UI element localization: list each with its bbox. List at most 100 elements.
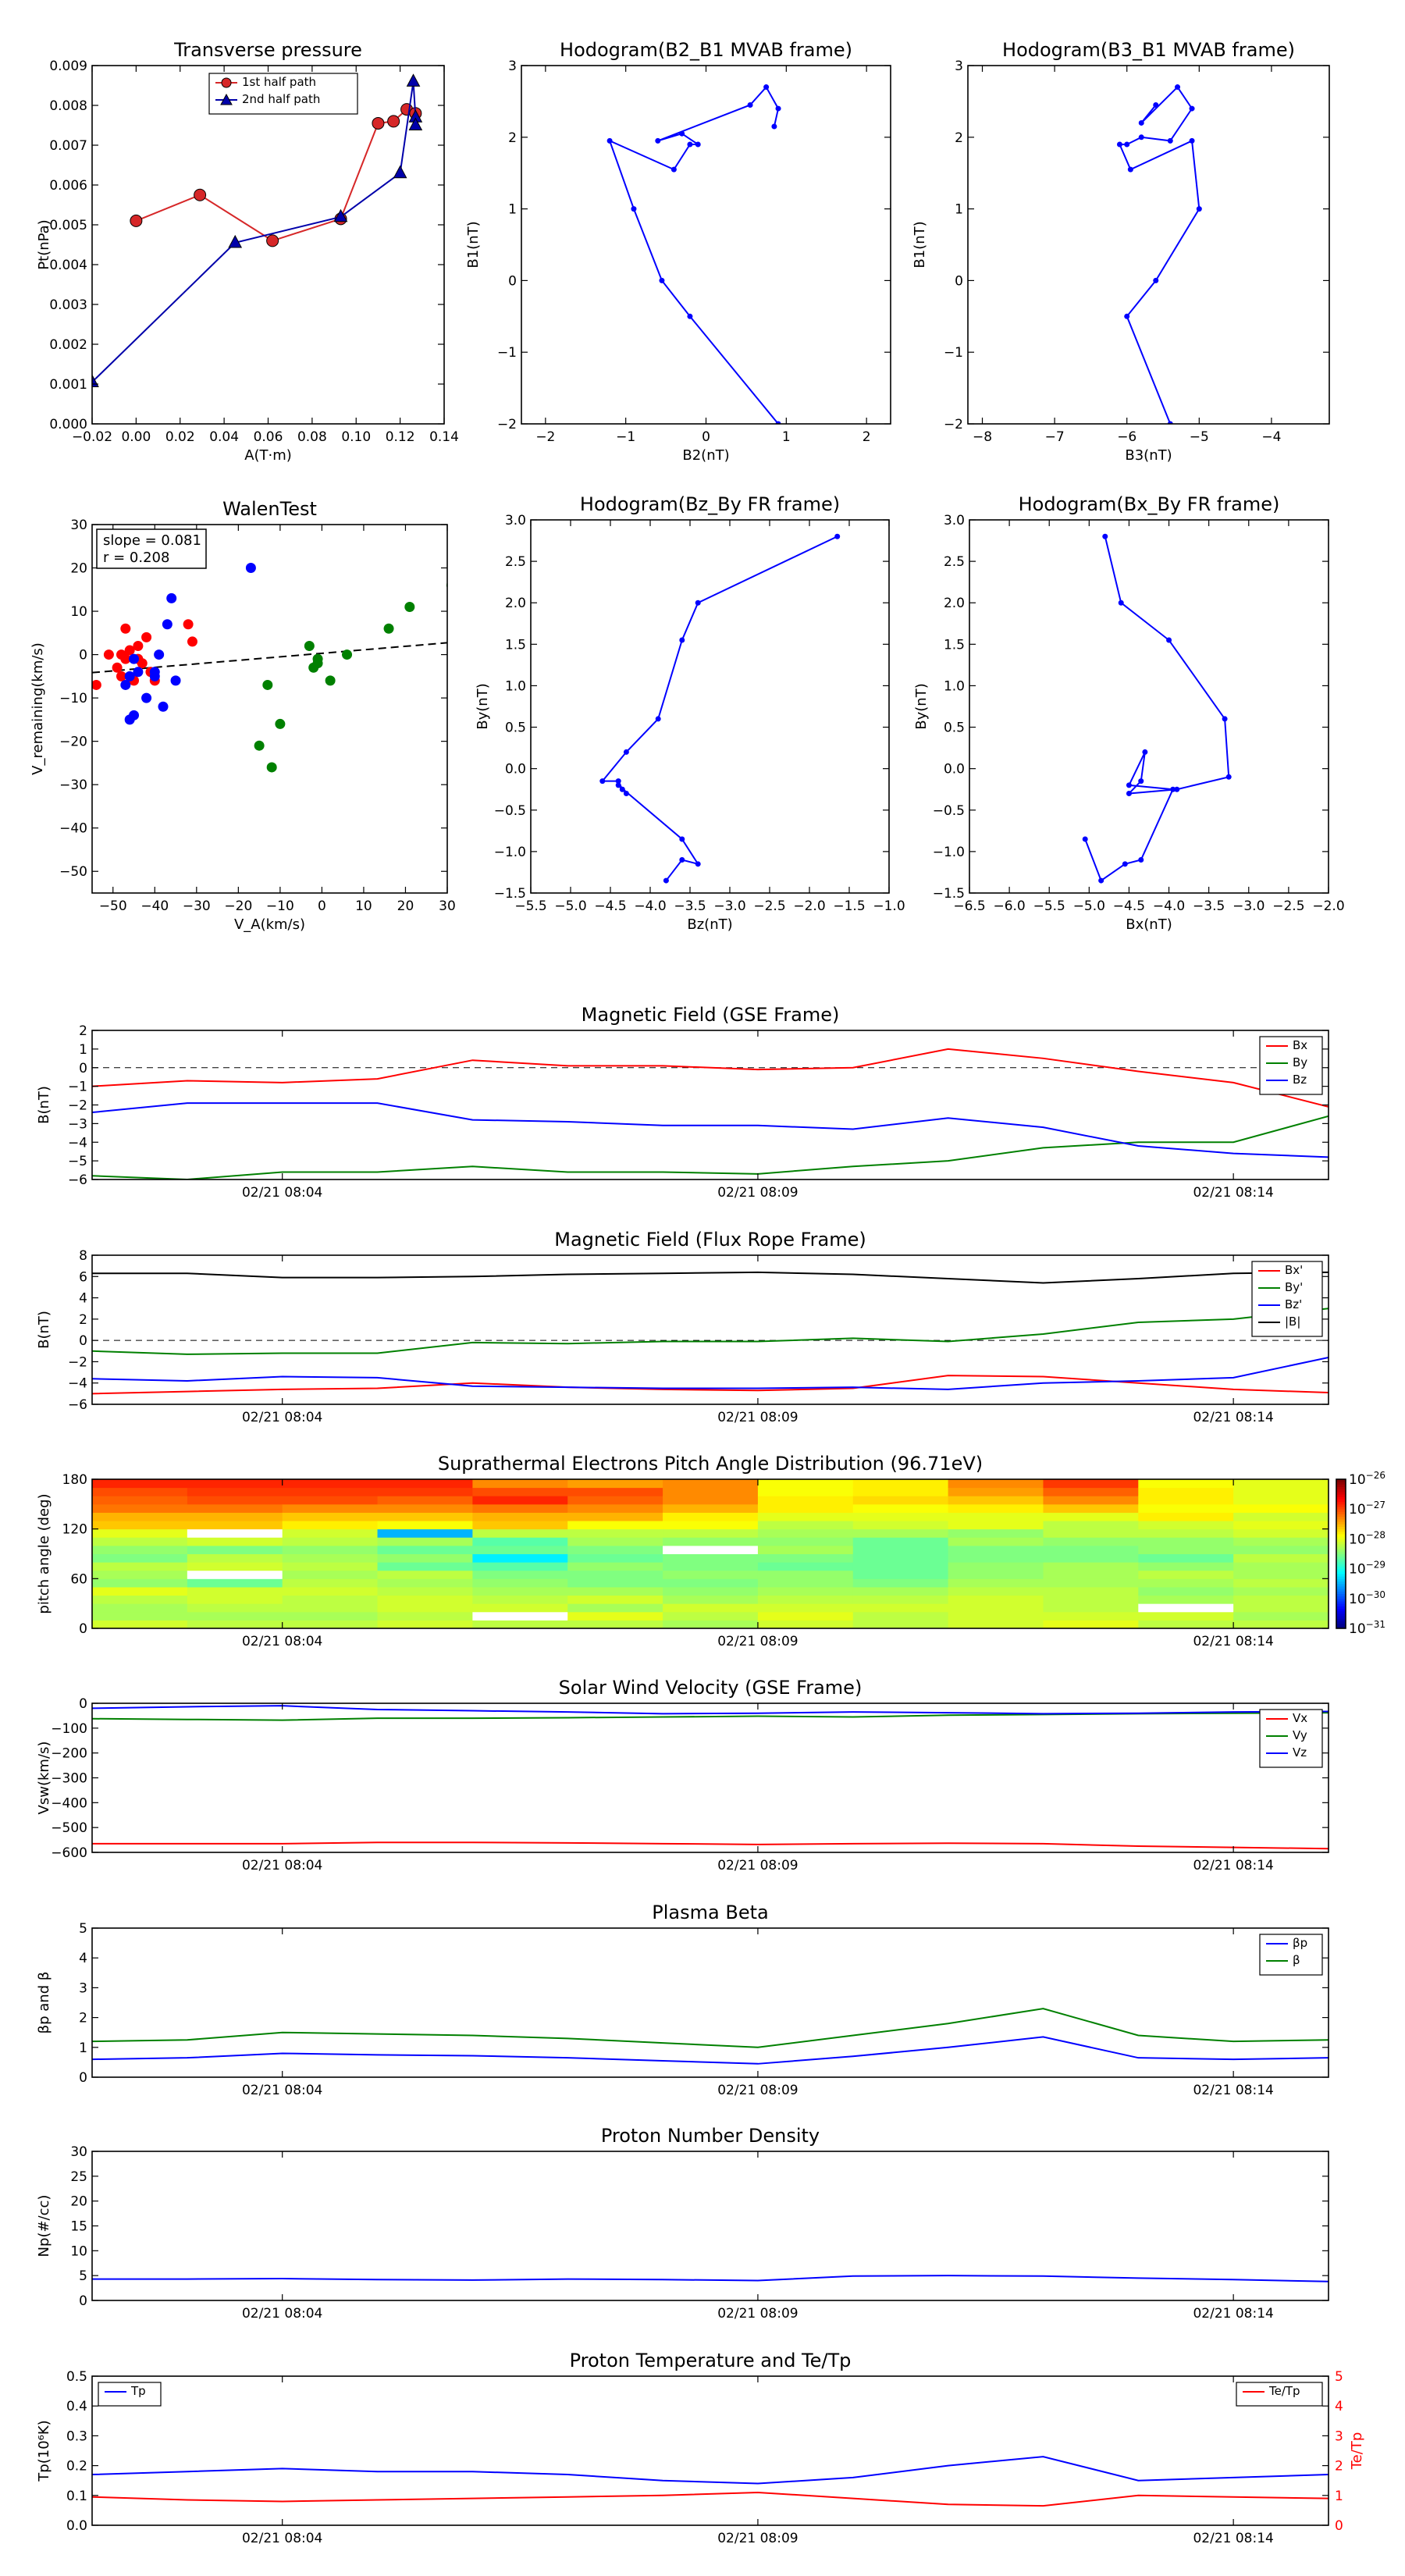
heatmap-cell (282, 1528, 379, 1538)
y-axis-label: βp and β (36, 1972, 52, 2034)
x-tick-label: 02/21 08:09 (717, 2083, 798, 2098)
series-line-0 (92, 2275, 1329, 2282)
chart-pad: Suprathermal Electrons Pitch Angle Distr… (36, 1453, 1385, 1649)
colorbar-tick-label: 10−31 (1349, 1619, 1385, 1637)
data-point (687, 141, 693, 148)
heatmap-cell (852, 1562, 949, 1571)
heatmap-cell (282, 1545, 379, 1554)
y-axis-label: Tp(10⁶K) (36, 2420, 52, 2482)
heatmap-cell (663, 1537, 759, 1546)
heatmap-cell (377, 1521, 473, 1530)
y-tick-label: 2.5 (944, 554, 965, 570)
heatmap-cell (852, 1570, 949, 1579)
y-tick-label: 0.5 (66, 2369, 87, 2385)
x-tick-label: −1.5 (833, 898, 865, 914)
x-tick-label: −1 (616, 429, 635, 445)
x-axis-label: B2(nT) (682, 447, 729, 464)
heatmap-cell (567, 1537, 663, 1546)
data-point (120, 623, 131, 634)
heatmap-cell (472, 1595, 568, 1604)
y-tick-label: 1.5 (505, 637, 526, 653)
data-point (1138, 778, 1144, 785)
x-tick-label: 02/21 08:14 (1193, 1858, 1273, 1873)
series-line-0 (600, 535, 838, 881)
heatmap-cell (92, 1521, 188, 1530)
heatmap-cell (92, 1496, 188, 1505)
chart-hodo_b3_b1: Hodogram(B3_B1 MVAB frame) −8 −7 −6 −5 −4 −2 −1… (912, 39, 1330, 464)
y-tick-label: 10 (70, 604, 87, 620)
data-point (275, 718, 286, 729)
plot-area (606, 84, 781, 424)
y-tick-label: 20 (70, 561, 87, 577)
heatmap-cell (757, 1503, 854, 1513)
x-tick-label: 02/21 08:09 (717, 2306, 798, 2322)
x-axis-label: A(T·m) (244, 447, 292, 464)
heatmap-cell (187, 1496, 283, 1505)
y-tick-label: 2 (79, 1023, 87, 1039)
heatmap-cell (948, 1603, 1044, 1613)
heatmap-cell (1138, 1512, 1234, 1521)
heatmap-cell (1043, 1521, 1139, 1530)
plot-frame (91, 1703, 1329, 1853)
y-tick-label: −600 (51, 1845, 87, 1861)
heatmap-cell (377, 1545, 473, 1554)
data-point (141, 692, 152, 703)
y-tick-label: −30 (59, 777, 87, 793)
heatmap-cell (567, 1521, 663, 1530)
heatmap-cell (757, 1521, 854, 1530)
data-point (1170, 786, 1176, 792)
data-point (834, 533, 841, 539)
y-tick-label: 0.003 (49, 297, 87, 313)
data-point (1222, 716, 1228, 722)
heatmap-cell (1043, 1503, 1139, 1513)
heatmap-cell (948, 1578, 1044, 1588)
legend-box (1236, 2382, 1323, 2407)
heatmap-cell (282, 1562, 379, 1571)
plot-area (92, 1271, 1329, 1395)
annotation-box (96, 528, 207, 569)
y-tick-label: 8 (79, 1248, 87, 1264)
heatmap-cell (377, 1562, 473, 1571)
heatmap-cell (377, 1603, 473, 1613)
plot-area (92, 2275, 1329, 2282)
heatmap-cell (377, 1595, 473, 1604)
heatmap-cell (948, 1512, 1044, 1521)
heatmap-cell (472, 1545, 568, 1554)
y-tick-label: 6 (79, 1269, 87, 1285)
y-tick-label: 1.5 (944, 637, 965, 653)
plot-frame (91, 524, 448, 894)
heatmap-cell (282, 1620, 379, 1628)
heatmap-cell (1233, 1562, 1329, 1571)
heatmap-cell (757, 1528, 854, 1538)
heatmap-cell (1043, 1528, 1139, 1538)
y-right-axis-label: Te/Tp (1349, 2432, 1365, 2471)
y-tick-label: −40 (59, 821, 87, 837)
colorbar-segment (1336, 1616, 1346, 1619)
y-tick-label: 0 (79, 2293, 87, 2309)
heatmap-cell (377, 1496, 473, 1505)
y-tick-label: 1.0 (944, 678, 965, 694)
data-point (695, 600, 701, 606)
y-axis-label: B1(nT) (465, 221, 482, 268)
y-tick-label: −1.0 (494, 845, 526, 860)
x-tick-label: 02/21 08:14 (1193, 1185, 1273, 1201)
colorbar-segment (1336, 1591, 1346, 1594)
heatmap-cell (948, 1521, 1044, 1530)
series-line-βp (92, 2036, 1329, 2065)
y-tick-label: 3 (955, 59, 963, 74)
heatmap-cell (567, 1503, 663, 1513)
data-point (1126, 782, 1132, 788)
legend-box (1251, 1261, 1323, 1337)
y-tick-label: 0.4 (66, 2399, 87, 2414)
data-point (775, 421, 781, 424)
colorbar-tick-label: 10−28 (1349, 1529, 1385, 1547)
y-tick-label: −50 (59, 864, 87, 880)
legend-box (1259, 1934, 1323, 1976)
x-tick-label: −6.5 (953, 898, 985, 914)
heatmap-cell (757, 1545, 854, 1554)
x-tick-label: −3.0 (1232, 898, 1264, 914)
y-tick-label: −3 (68, 1116, 87, 1132)
data-point (383, 623, 394, 634)
y-right-tick-label: 5 (1335, 2369, 1343, 2385)
colorbar-segment (1336, 1551, 1346, 1554)
